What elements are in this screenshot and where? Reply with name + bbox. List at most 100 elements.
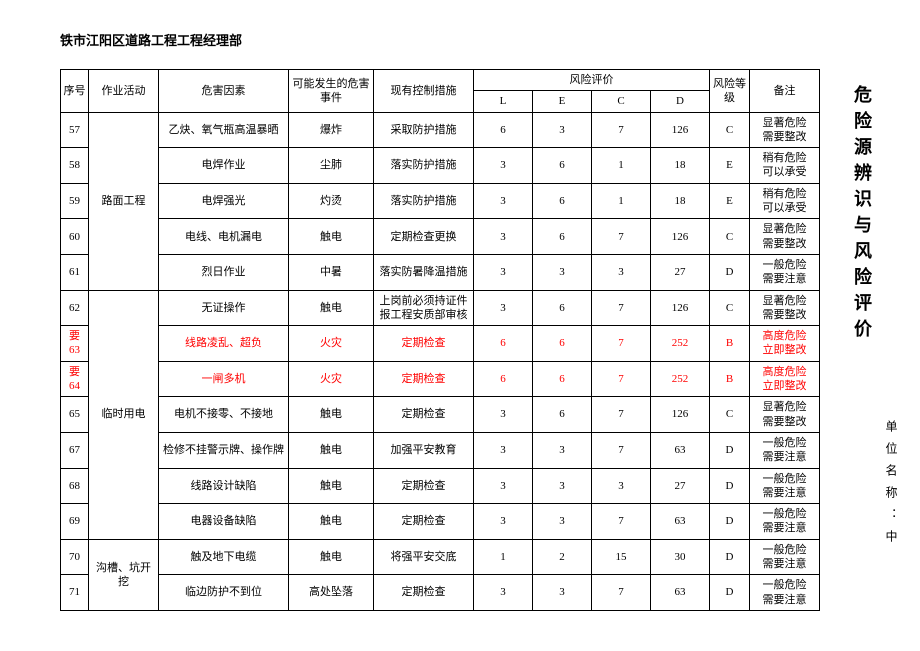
page-header: 铁市江阳区道路工程工程经理部 [60,30,900,49]
cell-C: 3 [592,254,651,290]
cell-C: 7 [592,397,651,433]
cell-event: 中暑 [289,254,374,290]
cell-C: 15 [592,539,651,575]
cell-note: 一般危险需要注意 [750,575,820,611]
cell-L: 3 [474,468,533,504]
cell-C: 7 [592,575,651,611]
col-activity: 作业活动 [89,70,159,113]
table-row: 57 路面工程 乙炔、氧气瓶高温暴晒 爆炸 采取防护措施 6 3 7 126 C… [61,112,820,148]
cell-event: 火灾 [289,361,374,397]
cell-note: 高度危险立即整改 [750,326,820,362]
cell-note: 高度危险立即整改 [750,361,820,397]
cell-D: 30 [651,539,710,575]
cell-control: 定期检查 [374,397,474,433]
table-row: 58 电焊作业 尘肺 落实防护措施 3 6 1 18 E 稍有危险可以承受 [61,148,820,184]
cell-seq: 65 [61,397,89,433]
table-row: 59 电焊强光 灼烫 落实防护措施 3 6 1 18 E 稍有危险可以承受 [61,183,820,219]
cell-D: 63 [651,575,710,611]
cell-note: 显著危险需要整改 [750,112,820,148]
risk-table: 序号 作业活动 危害因素 可能发生的危害事件 现有控制措施 风险评价 风险等级 … [60,69,820,611]
cell-C: 7 [592,361,651,397]
cell-level: D [710,254,750,290]
cell-C: 7 [592,219,651,255]
table-row: 要63 线路凌乱、超负 火灾 定期检查 6 6 7 252 B 高度危险立即整改 [61,326,820,362]
cell-event: 灼烫 [289,183,374,219]
table-row: 68 线路设计缺陷 触电 定期检查 3 3 3 27 D 一般危险需要注意 [61,468,820,504]
cell-note: 显著危险需要整改 [750,290,820,326]
cell-control: 定期检查更换 [374,219,474,255]
cell-event: 触电 [289,290,374,326]
cell-note: 一般危险需要注意 [750,539,820,575]
col-C: C [592,91,651,112]
cell-note: 显著危险需要整改 [750,219,820,255]
table-row: 65 电机不接零、不接地 触电 定期检查 3 6 7 126 C 显著危险需要整… [61,397,820,433]
cell-level: B [710,361,750,397]
cell-C: 1 [592,148,651,184]
cell-seq: 71 [61,575,89,611]
cell-control: 加强平安教育 [374,432,474,468]
cell-activity: 路面工程 [89,112,159,290]
cell-event: 尘肺 [289,148,374,184]
cell-note: 一般危险需要注意 [750,504,820,540]
cell-seq: 68 [61,468,89,504]
col-level: 风险等级 [710,70,750,113]
cell-E: 2 [533,539,592,575]
cell-seq: 58 [61,148,89,184]
cell-factor: 电器设备缺陷 [159,504,289,540]
cell-C: 7 [592,504,651,540]
cell-level: E [710,183,750,219]
col-event: 可能发生的危害事件 [289,70,374,113]
table-row: 71 临边防护不到位 高处坠落 定期检查 3 3 7 63 D 一般危险需要注意 [61,575,820,611]
cell-factor: 线路设计缺陷 [159,468,289,504]
cell-E: 3 [533,112,592,148]
cell-C: 7 [592,326,651,362]
cell-E: 6 [533,361,592,397]
cell-seq: 70 [61,539,89,575]
cell-level: C [710,112,750,148]
table-row: 62 临时用电 无证操作 触电 上岗前必须持证件报工程安质部审核 3 6 7 1… [61,290,820,326]
cell-control: 采取防护措施 [374,112,474,148]
cell-control: 定期检查 [374,326,474,362]
cell-D: 27 [651,468,710,504]
cell-E: 3 [533,504,592,540]
cell-E: 6 [533,219,592,255]
col-control: 现有控制措施 [374,70,474,113]
cell-control: 定期检查 [374,361,474,397]
cell-D: 252 [651,326,710,362]
cell-E: 6 [533,148,592,184]
col-note: 备注 [750,70,820,113]
cell-level: C [710,219,750,255]
cell-event: 触电 [289,539,374,575]
cell-E: 6 [533,183,592,219]
cell-note: 一般危险需要注意 [750,432,820,468]
vertical-title: 危险源辨识与风险评价 [849,85,875,345]
cell-control: 定期检查 [374,504,474,540]
cell-control: 落实防暑降温措施 [374,254,474,290]
cell-control: 落实防护措施 [374,183,474,219]
cell-control: 落实防护措施 [374,148,474,184]
cell-event: 触电 [289,397,374,433]
cell-C: 7 [592,290,651,326]
cell-note: 稍有危险可以承受 [750,183,820,219]
cell-L: 3 [474,397,533,433]
cell-factor: 触及地下电缆 [159,539,289,575]
cell-level: D [710,432,750,468]
cell-E: 6 [533,397,592,433]
cell-C: 1 [592,183,651,219]
cell-factor: 检修不挂警示牌、操作牌 [159,432,289,468]
cell-seq: 要63 [61,326,89,362]
cell-E: 6 [533,326,592,362]
cell-factor: 临边防护不到位 [159,575,289,611]
cell-D: 126 [651,290,710,326]
cell-event: 触电 [289,468,374,504]
cell-L: 3 [474,219,533,255]
cell-control: 将强平安交底 [374,539,474,575]
cell-level: C [710,290,750,326]
cell-factor: 线路凌乱、超负 [159,326,289,362]
col-seq: 序号 [61,70,89,113]
cell-event: 火灾 [289,326,374,362]
table-row: 60 电线、电机漏电 触电 定期检查更换 3 6 7 126 C 显著危险需要整… [61,219,820,255]
cell-event: 爆炸 [289,112,374,148]
cell-E: 3 [533,468,592,504]
table-row: 67 检修不挂警示牌、操作牌 触电 加强平安教育 3 3 7 63 D 一般危险… [61,432,820,468]
